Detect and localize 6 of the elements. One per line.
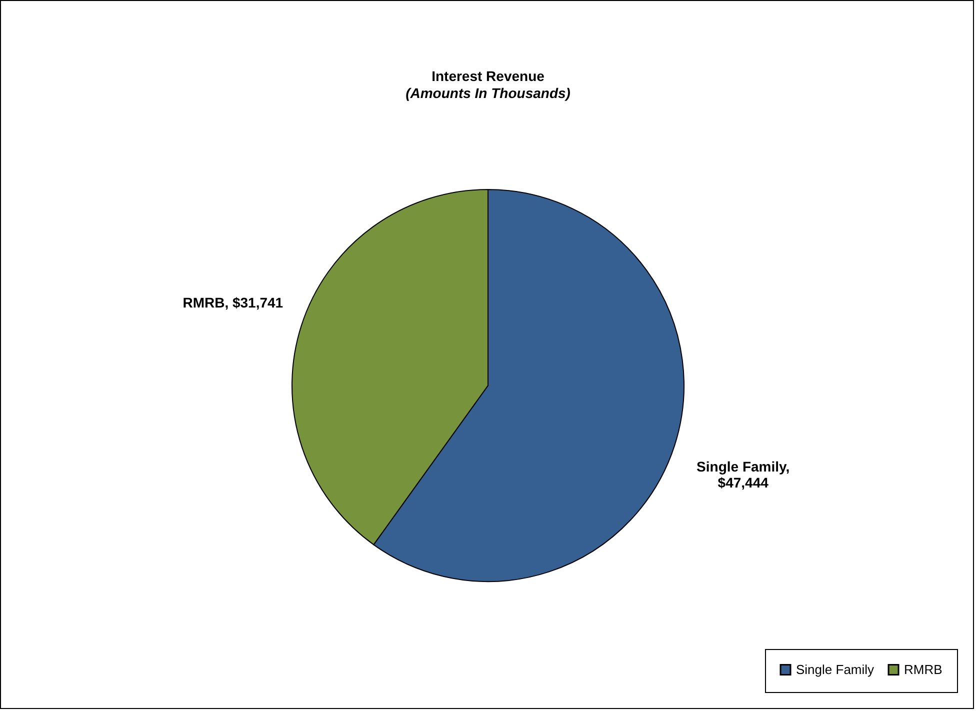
chart-subtitle: (Amounts In Thousands) (406, 85, 571, 101)
data-label: RMRB, $31,741 (182, 294, 284, 310)
legend-label: Single Family (796, 662, 875, 677)
chart-title: Interest Revenue (432, 68, 545, 84)
legend-label: RMRB (904, 662, 942, 677)
data-label: Single Family, $47,444 (696, 458, 790, 491)
